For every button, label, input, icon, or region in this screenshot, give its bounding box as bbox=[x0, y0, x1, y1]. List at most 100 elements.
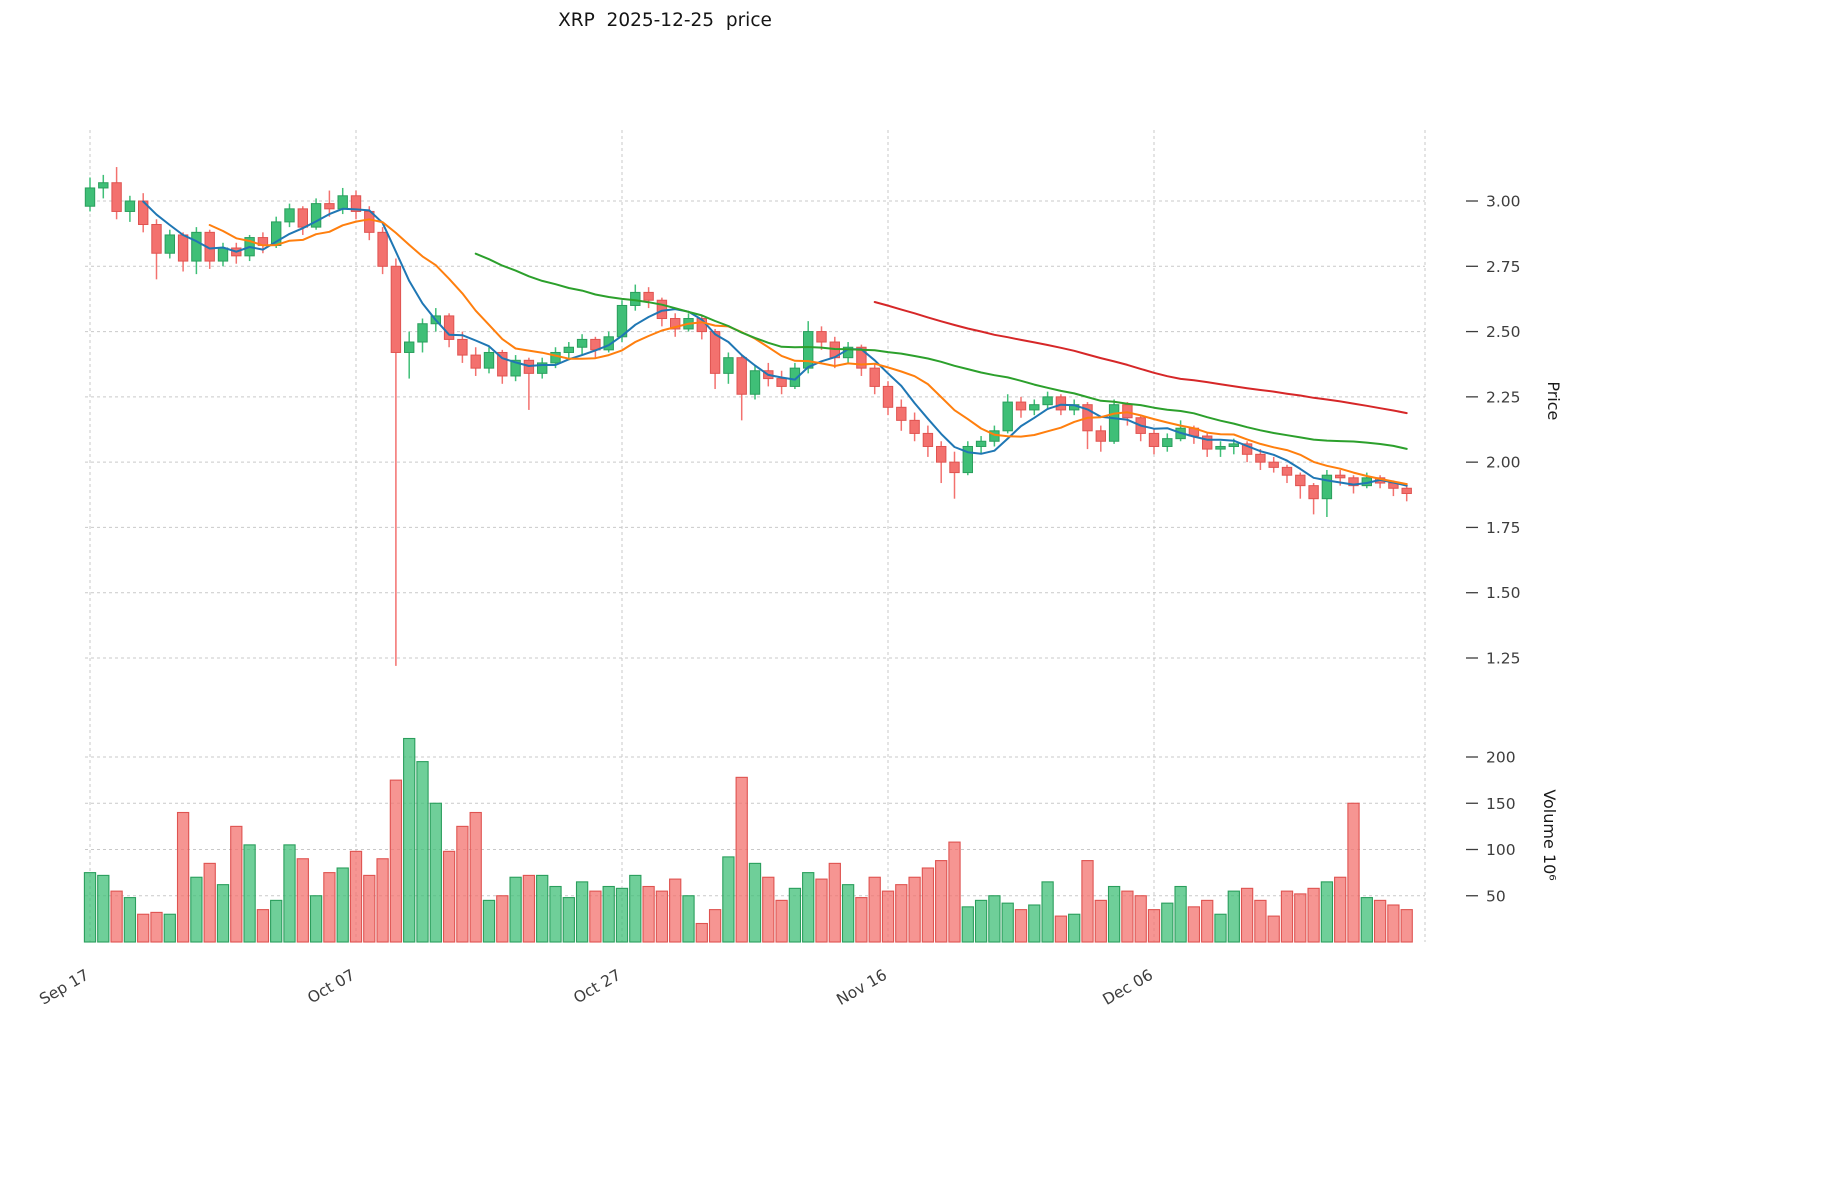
candle-body bbox=[177, 234, 189, 262]
candle bbox=[191, 227, 202, 275]
candle bbox=[1202, 433, 1213, 457]
candle-body bbox=[284, 208, 295, 223]
candle bbox=[816, 326, 827, 350]
candle-body bbox=[470, 354, 481, 369]
price-tick-label: 1.75 bbox=[1486, 519, 1521, 537]
ma-line-ma5 bbox=[142, 200, 1408, 487]
volume-bar bbox=[948, 841, 961, 943]
volume-bar bbox=[363, 874, 376, 943]
volume-bar bbox=[1107, 885, 1121, 943]
volume-bar bbox=[123, 897, 137, 943]
volume-bar bbox=[1081, 860, 1094, 943]
volume-bar bbox=[1201, 899, 1214, 943]
volume-bar bbox=[589, 890, 602, 943]
volume-bar bbox=[549, 885, 562, 943]
volume-bar bbox=[323, 872, 336, 943]
volume-bar bbox=[1254, 899, 1267, 943]
volume-tick-label: 100 bbox=[1486, 841, 1516, 859]
volume-bar bbox=[376, 858, 389, 943]
volume-bar bbox=[336, 867, 349, 943]
candle bbox=[1148, 428, 1160, 455]
candle-body bbox=[1162, 438, 1173, 447]
candle-body bbox=[1002, 401, 1013, 432]
volume-bar bbox=[1267, 915, 1280, 943]
volume-bar bbox=[309, 895, 323, 943]
volume-bar bbox=[283, 844, 296, 943]
candle bbox=[1162, 433, 1173, 452]
volume-bar bbox=[881, 890, 895, 943]
candle bbox=[1321, 469, 1333, 517]
ma-line-ma30 bbox=[474, 252, 1408, 450]
candle-body bbox=[151, 224, 162, 254]
candle bbox=[922, 425, 934, 457]
candle bbox=[470, 347, 481, 376]
candle-body bbox=[1095, 430, 1106, 442]
volume-bar bbox=[110, 890, 123, 943]
volume-bar bbox=[1373, 899, 1387, 943]
candle bbox=[1255, 449, 1266, 470]
candle-body bbox=[603, 336, 614, 351]
candle bbox=[111, 167, 122, 220]
volume-bar bbox=[575, 881, 589, 943]
candle-body bbox=[350, 195, 362, 212]
volume-bar bbox=[176, 811, 190, 943]
candle-body bbox=[124, 200, 136, 212]
candle bbox=[1095, 425, 1106, 452]
candle bbox=[217, 242, 229, 267]
price-tick-label: 2.50 bbox=[1486, 323, 1521, 341]
candle bbox=[231, 242, 242, 264]
candle bbox=[829, 336, 840, 369]
volume-bar bbox=[509, 876, 522, 943]
candle bbox=[164, 229, 176, 259]
candle bbox=[443, 313, 455, 348]
candle-body bbox=[1335, 474, 1346, 479]
candle-body bbox=[510, 359, 521, 377]
candle-body bbox=[98, 182, 109, 189]
volume-bar bbox=[802, 872, 815, 943]
candle bbox=[630, 284, 641, 311]
candle bbox=[975, 436, 987, 455]
candle bbox=[896, 399, 907, 431]
volume-bar bbox=[1121, 890, 1134, 943]
volume-bar bbox=[1094, 899, 1107, 943]
candle-body bbox=[377, 231, 388, 267]
candle-body bbox=[390, 265, 402, 353]
volume-bar bbox=[642, 885, 655, 943]
candle-body bbox=[563, 346, 574, 353]
volume-bar bbox=[1334, 876, 1347, 943]
volume-bar bbox=[137, 913, 150, 943]
candle bbox=[510, 355, 521, 382]
candle bbox=[1015, 396, 1027, 418]
volume-bar bbox=[203, 862, 216, 943]
volume-bar bbox=[841, 884, 855, 943]
candle bbox=[776, 370, 787, 395]
candle-body bbox=[84, 187, 96, 207]
volume-bar bbox=[270, 899, 283, 943]
volume-bar bbox=[921, 867, 935, 943]
volume-bar bbox=[669, 878, 682, 943]
volume-bar bbox=[695, 922, 708, 943]
candle bbox=[417, 318, 428, 353]
candle bbox=[138, 193, 149, 233]
volume-bar bbox=[748, 862, 762, 943]
volume-bar bbox=[256, 909, 270, 943]
candle-body bbox=[217, 247, 229, 262]
candle-body bbox=[882, 385, 894, 408]
candle bbox=[497, 349, 508, 384]
candle-body bbox=[1228, 443, 1239, 447]
candle bbox=[457, 331, 468, 363]
ma-line-ma60 bbox=[873, 301, 1408, 415]
candle bbox=[84, 177, 96, 212]
candle bbox=[563, 342, 574, 361]
volume-bar bbox=[961, 906, 974, 943]
volume-bar bbox=[163, 913, 176, 943]
candle-body bbox=[576, 338, 588, 348]
volume-bar bbox=[1387, 904, 1400, 943]
volume-bar bbox=[190, 876, 203, 943]
volume-bar bbox=[908, 876, 921, 943]
volume-bar bbox=[536, 874, 549, 943]
candle bbox=[1215, 441, 1226, 457]
candle-body bbox=[1255, 453, 1266, 463]
candle bbox=[1002, 394, 1013, 434]
